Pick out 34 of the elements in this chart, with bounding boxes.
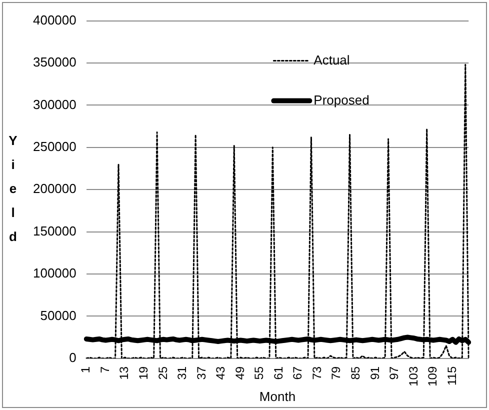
x-tick-label: 79 — [329, 366, 344, 380]
y-tick-label: 100000 — [32, 266, 76, 281]
x-tick-label: 1 — [78, 366, 93, 374]
x-tick-label: 55 — [252, 366, 266, 380]
x-tick-label: 97 — [387, 366, 402, 380]
x-tick-label: 61 — [271, 366, 286, 380]
x-tick-label: 49 — [232, 366, 247, 380]
x-axis-title: Month — [259, 388, 296, 404]
x-tick-label: 109 — [426, 366, 440, 386]
legend-label: Proposed — [314, 92, 370, 108]
x-tick-label: 19 — [136, 366, 151, 380]
x-tick-label: 103 — [406, 366, 420, 386]
x-tick-label: 73 — [310, 366, 324, 380]
legend-label: Actual — [314, 52, 350, 68]
x-tick-label: 13 — [117, 366, 132, 380]
x-tick-label: 7 — [98, 366, 112, 374]
y-axis-title: Yield — [8, 133, 18, 244]
x-tick-label: 31 — [175, 366, 190, 380]
y-tick-label: 200000 — [32, 181, 76, 196]
x-tick-label: 115 — [444, 366, 459, 386]
y-tick-label: 400000 — [32, 12, 76, 28]
x-tick-label: 85 — [348, 366, 362, 380]
x-tick-label: 91 — [368, 366, 382, 380]
x-tick-label: 43 — [214, 366, 228, 380]
y-tick-label: 250000 — [32, 138, 76, 154]
x-tick-label: 37 — [194, 366, 208, 380]
y-tick-label: 50000 — [40, 308, 76, 323]
y-tick-label: 350000 — [32, 54, 76, 70]
y-tick-label: 0 — [69, 350, 76, 365]
x-tick-label: 67 — [290, 366, 305, 380]
x-tick-label: 25 — [156, 366, 170, 380]
y-tick-label: 150000 — [32, 223, 76, 238]
line-series — [86, 64, 470, 358]
y-tick-label: 300000 — [32, 96, 76, 112]
